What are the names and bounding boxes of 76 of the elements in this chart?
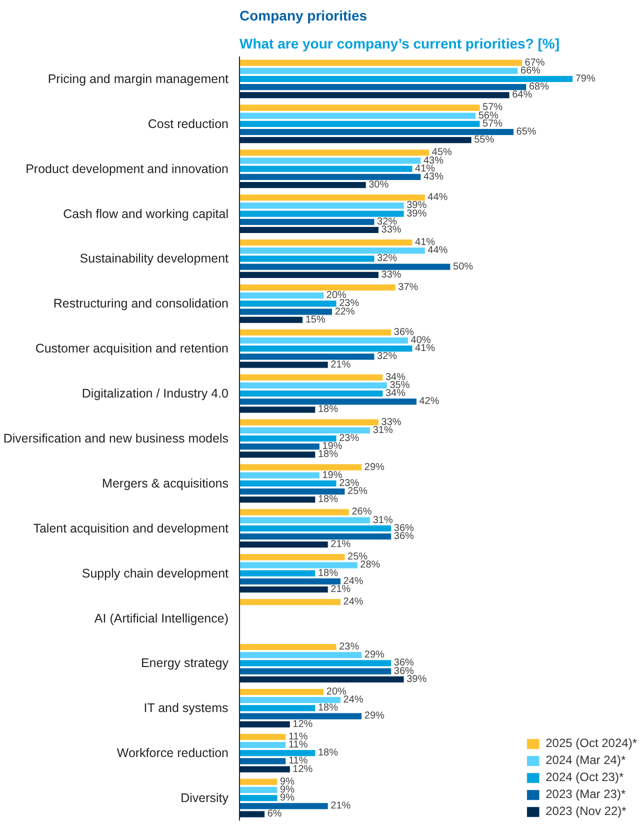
y-tick-label: Cash flow and working capital bbox=[63, 206, 229, 221]
data-label: 21% bbox=[330, 539, 351, 550]
data-label: 21% bbox=[330, 584, 351, 595]
data-label: 32% bbox=[377, 351, 398, 362]
legend-label: 2024 (Mar 24)* bbox=[546, 753, 626, 767]
data-label: 31% bbox=[372, 424, 393, 436]
y-tick-label: Cost reduction bbox=[148, 116, 229, 131]
bar bbox=[240, 598, 342, 606]
data-label: 11% bbox=[288, 740, 308, 750]
data-label: 44% bbox=[428, 192, 448, 204]
data-label: 24% bbox=[343, 596, 364, 608]
data-label: 79% bbox=[575, 73, 596, 84]
y-tick-label: Product development and innovation bbox=[26, 162, 229, 176]
data-label: 36% bbox=[394, 530, 414, 542]
data-label: 18% bbox=[318, 449, 338, 460]
data-label: 28% bbox=[360, 560, 380, 571]
data-label: 44% bbox=[428, 245, 448, 256]
data-label: 23% bbox=[339, 642, 360, 653]
y-tick-label: AI (Artificial Intelligence) bbox=[94, 611, 228, 626]
data-label: 18% bbox=[318, 494, 338, 506]
data-label: 37% bbox=[398, 282, 418, 293]
data-label: 18% bbox=[318, 568, 338, 579]
data-label: 33% bbox=[381, 269, 402, 280]
y-tick-label: Workforce reduction bbox=[116, 746, 229, 760]
data-label: 55% bbox=[474, 134, 494, 146]
data-label: 33% bbox=[381, 224, 402, 236]
y-tick-label: Diversification and new business models bbox=[3, 432, 229, 446]
y-tick-label: Talent acquisition and development bbox=[33, 521, 230, 536]
legend-label: 2024 (Oct 23)* bbox=[546, 770, 624, 784]
data-label: 21% bbox=[330, 800, 351, 812]
data-label: 18% bbox=[318, 748, 338, 759]
data-label: 43% bbox=[423, 171, 444, 182]
data-label: 29% bbox=[364, 462, 385, 473]
chart-subtitle: What are your company’s current priorities? [%] bbox=[240, 36, 560, 52]
data-label: 26% bbox=[352, 506, 372, 518]
data-label: 18% bbox=[318, 702, 338, 714]
y-tick-label: Customer acquisition and retention bbox=[35, 342, 229, 356]
data-label: 42% bbox=[419, 396, 440, 408]
legend-label: 2023 (Nov 22)* bbox=[546, 804, 626, 818]
data-label: 23% bbox=[339, 433, 360, 444]
data-label: 18% bbox=[318, 404, 338, 416]
y-tick-label: Mergers & acquisitions bbox=[102, 476, 229, 490]
data-label: 34% bbox=[385, 388, 406, 400]
y-tick-label: Digitalization / Industry 4.0 bbox=[82, 386, 229, 401]
legend-label: 2025 (Oct 2024)* bbox=[546, 736, 637, 750]
data-label: 25% bbox=[348, 486, 368, 498]
data-label: 66% bbox=[520, 65, 541, 76]
data-label: 50% bbox=[453, 261, 474, 272]
data-label: 39% bbox=[406, 674, 427, 685]
data-label: 57% bbox=[482, 118, 503, 130]
data-label: 9% bbox=[280, 792, 295, 804]
data-label: 12% bbox=[292, 764, 313, 775]
y-tick-label: Supply chain development bbox=[82, 566, 230, 580]
data-label: 12% bbox=[292, 718, 313, 730]
legend-label: 2023 (Mar 23)* bbox=[546, 787, 626, 801]
data-label: 6% bbox=[267, 808, 282, 820]
chart-title: Company priorities bbox=[240, 8, 368, 24]
y-tick-label: Sustainability development bbox=[80, 252, 230, 266]
data-label: 39% bbox=[406, 208, 427, 220]
data-label: 32% bbox=[377, 253, 398, 264]
data-label: 30% bbox=[368, 180, 389, 191]
data-label: 65% bbox=[516, 126, 536, 138]
data-label: 36% bbox=[394, 326, 414, 338]
data-label: 31% bbox=[372, 514, 393, 526]
data-label: 15% bbox=[305, 314, 326, 326]
data-label: 21% bbox=[330, 359, 351, 370]
y-tick-label: Pricing and margin management bbox=[48, 72, 230, 86]
y-tick-label: Energy strategy bbox=[140, 656, 230, 670]
data-label: 24% bbox=[343, 694, 364, 706]
data-label: 22% bbox=[334, 306, 355, 318]
y-tick-label: IT and systems bbox=[144, 701, 228, 716]
data-label: 29% bbox=[364, 710, 385, 722]
data-label: 41% bbox=[415, 343, 436, 354]
y-tick-label: Restructuring and consolidation bbox=[53, 296, 229, 311]
y-tick-label: Diversity bbox=[180, 791, 230, 806]
data-label: 29% bbox=[364, 650, 385, 661]
